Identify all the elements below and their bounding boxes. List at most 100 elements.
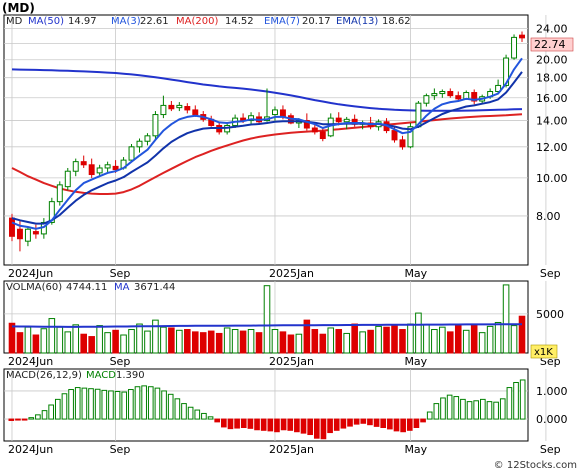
- volume-bar: [56, 326, 64, 354]
- x-tick-label: May: [404, 443, 427, 456]
- macd-bar: [519, 379, 526, 420]
- ema13-line: [11, 71, 523, 225]
- legend-ma3-label: MA(3): [111, 16, 141, 27]
- volume-bar: [279, 331, 287, 354]
- volume-bar: [128, 329, 135, 354]
- macd-bar: [207, 416, 214, 420]
- price-panel: 24.0022.0020.0018.0016.0014.0012.0010.00…: [3, 14, 568, 280]
- volume-bar: [215, 332, 223, 354]
- y-tick-label: 8.00: [536, 210, 561, 223]
- volume-bar: [502, 284, 510, 354]
- volume-bar: [399, 329, 406, 354]
- candle-body: [104, 164, 111, 169]
- volume-bar: [231, 329, 239, 354]
- macd-bar: [506, 387, 513, 420]
- ema7-line: [11, 57, 523, 230]
- macd-bar: [480, 398, 486, 420]
- candle-body: [24, 228, 31, 242]
- candle-body: [144, 135, 151, 142]
- volume-bar: [367, 329, 374, 354]
- volume-bar: [327, 327, 335, 354]
- volume-bar: [351, 323, 358, 354]
- candle-body: [495, 84, 502, 92]
- candle-body: [248, 115, 255, 122]
- volume-bar: [16, 332, 24, 354]
- macd-bar: [121, 391, 128, 420]
- candle-body: [519, 34, 525, 39]
- macd-bar: [493, 401, 499, 420]
- y-tick-label: 20.00: [536, 54, 568, 67]
- macd-bar: [300, 418, 307, 434]
- candle-body: [160, 104, 167, 116]
- volume-bar: [104, 332, 111, 354]
- macd-bar: [214, 418, 221, 423]
- legend-volma-label: VOLMA(60): [6, 282, 62, 293]
- volume-bar: [383, 326, 390, 354]
- macd-bar: [61, 393, 68, 420]
- candle-body: [96, 167, 103, 174]
- macd-bar: [274, 418, 280, 433]
- macd-bar: [360, 418, 367, 424]
- macd-bar: [94, 388, 101, 420]
- volume-bar: [439, 326, 446, 354]
- volume-legend: VOLMA(60) 4744.11 MA 3671.44: [6, 282, 175, 293]
- volume-bar: [88, 336, 95, 354]
- macd-bar: [68, 389, 74, 420]
- legend-ma50-label: MA(50): [28, 16, 64, 27]
- candle-body: [447, 90, 454, 97]
- volume-bar: [287, 334, 295, 354]
- candle-body: [72, 161, 79, 172]
- legend-volma-ma-value: 3671.44: [134, 282, 175, 293]
- legend-md: MD: [6, 16, 23, 27]
- x-tick-label: Sep: [110, 355, 131, 368]
- y-tick-label: 5000: [536, 308, 564, 321]
- ma200-line: [11, 113, 523, 195]
- macd-bar: [473, 400, 480, 420]
- volume-bar: [168, 327, 175, 354]
- x-tick-label: 2024Jun: [8, 443, 53, 456]
- volume-bar: [454, 325, 462, 354]
- candle-body: [471, 92, 478, 102]
- candle-body: [431, 93, 438, 97]
- legend-ma200-value: 14.52: [225, 16, 254, 27]
- candle-body: [303, 120, 310, 129]
- x-tick-label: May: [404, 355, 427, 368]
- macd-bar: [134, 386, 141, 420]
- macd-bar: [54, 398, 61, 420]
- legend-macd-value: 1.390: [116, 370, 145, 381]
- macd-legend: MACD(26,12,9) MACD 1.390: [6, 370, 145, 381]
- macd-bar: [280, 418, 287, 431]
- y-tick-label: 18.00: [536, 72, 568, 85]
- macd-bar: [287, 418, 294, 431]
- macd-bar: [181, 403, 187, 420]
- volume-bar: [247, 329, 255, 354]
- legend-ema7-value: 20.17: [302, 16, 331, 27]
- legend-ma50-value: 14.97: [68, 16, 97, 27]
- candle-body: [279, 109, 286, 118]
- volume-bar: [24, 326, 32, 354]
- macd-bar: [15, 418, 21, 421]
- macd-bar: [267, 418, 274, 432]
- y-tick-label: 10.00: [536, 172, 568, 185]
- macd-bar: [74, 387, 81, 420]
- macd-bar: [499, 398, 506, 420]
- y-tick-label: 16.00: [536, 92, 568, 105]
- volume-bar: [144, 330, 151, 354]
- volume-bar: [271, 329, 279, 354]
- macd-bar: [141, 385, 147, 420]
- macd-bar: [101, 389, 108, 420]
- volume-bar: [207, 330, 215, 354]
- candle-body: [16, 228, 23, 240]
- volume-bar: [431, 329, 438, 354]
- macd-bar: [81, 387, 88, 420]
- last-price-label: 22.74: [534, 38, 566, 51]
- legend-ema13-value: 18.62: [382, 16, 411, 27]
- x-tick-label: 2025Jan: [269, 443, 314, 456]
- candle-body: [48, 201, 55, 223]
- candle-body: [311, 127, 318, 133]
- volume-bar: [470, 324, 478, 354]
- volume-bar: [311, 329, 319, 354]
- macd-bar: [413, 418, 420, 428]
- macd-bar: [221, 418, 227, 428]
- macd-bar: [294, 418, 300, 433]
